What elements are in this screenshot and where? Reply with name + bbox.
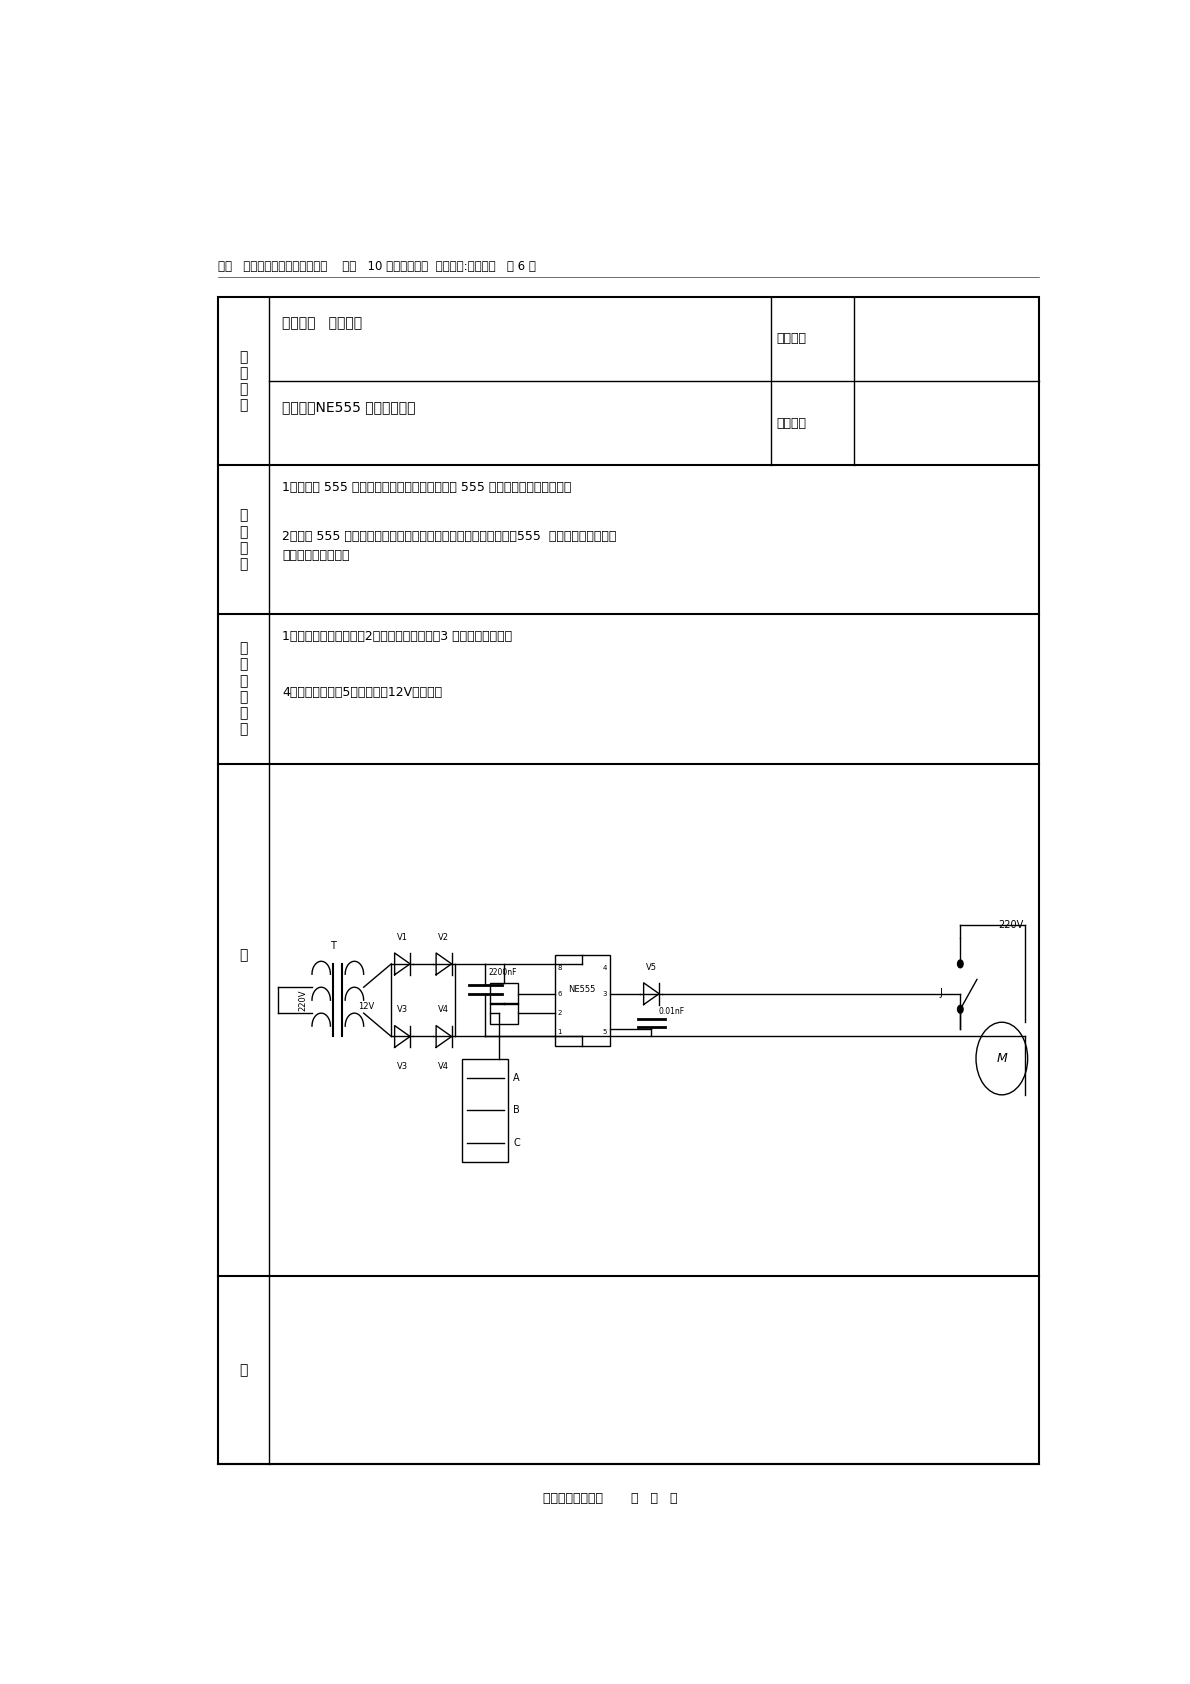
Text: 2200nF: 2200nF [488,968,516,977]
Text: 3: 3 [602,990,607,997]
Text: V3: V3 [396,1063,408,1071]
Text: 1、能复述 555 定时器的内部电路及其功能表及 555 定时器的几种根本应用。: 1、能复述 555 定时器的内部电路及其功能表及 555 定时器的几种根本应用。 [282,482,572,493]
Circle shape [958,960,963,968]
Circle shape [958,1005,963,1014]
Text: V4: V4 [438,1005,450,1014]
Text: A: A [513,1073,520,1083]
Text: 12V: 12V [358,1002,375,1010]
Text: M: M [996,1052,1007,1064]
Text: 220V: 220V [299,990,307,1010]
Text: 1: 1 [557,1029,562,1036]
Text: C: C [513,1138,520,1148]
Bar [555,955,610,1046]
Text: 图: 图 [239,948,248,962]
Bar [218,296,1039,1463]
Text: V5: V5 [646,963,657,972]
Bar [463,1059,508,1162]
Text: V3: V3 [396,1005,408,1014]
Text: 1、电路所需电子元件；2、铆钉电路板一块；3 电烙铁、架一套；: 1、电路所需电子元件；2、铆钉电路板一块；3 电烙铁、架一套； [282,630,513,643]
Text: 批阅者＿＿＿＿＿       年   月   日: 批阅者＿＿＿＿＿ 年 月 日 [543,1492,677,1505]
Text: 5: 5 [602,1029,607,1036]
Text: 教
学
目
标: 教 学 目 标 [239,509,248,571]
Text: 总课题：   电子模块: 总课题： 电子模块 [282,317,363,330]
Text: 2: 2 [557,1010,562,1015]
Text: V1: V1 [397,933,408,941]
Text: 220V: 220V [998,919,1023,930]
Text: 8: 8 [557,965,562,972]
Text: 6: 6 [557,990,562,997]
Text: 课题三：NE555 水位掌握电路: 课题三：NE555 水位掌握电路 [282,401,416,414]
Text: 4: 4 [602,965,607,972]
Text: 纸: 纸 [239,1362,248,1378]
Text: 课
题
名
称: 课 题 名 称 [239,350,248,413]
Text: 4、万用表一块；5、变压器（12V）一只。: 4、万用表一块；5、变压器（12V）一只。 [282,685,443,699]
Text: 工
量
器
具
材
料: 工 量 器 具 材 料 [239,642,248,736]
Text: B: B [513,1105,520,1115]
Text: T: T [331,941,336,951]
Text: 起止日期: 起止日期 [776,416,806,429]
Text: V4: V4 [438,1063,450,1071]
Text: J: J [939,989,942,999]
Text: 2、会进 555 定时器组成多谐振荡器原理图及印制电路板的绘制及555  水位掌握电路原件的
检测、安装和调试。: 2、会进 555 定时器组成多谐振荡器原理图及印制电路板的绘制及555 水位掌握… [282,530,616,562]
Text: 0.01nF: 0.01nF [659,1007,685,1017]
Text: NE555: NE555 [569,985,596,994]
Text: 专业   电气自动化设备安装与修理    班级   10 电气一、二班  课程名称:电子模块   共 6 页: 专业 电气自动化设备安装与修理 班级 10 电气一、二班 课程名称:电子模块 共… [218,261,536,273]
Text: 需用课日: 需用课日 [776,332,806,345]
Bar [490,1002,518,1024]
Text: V2: V2 [438,933,450,941]
Bar [490,983,518,1004]
